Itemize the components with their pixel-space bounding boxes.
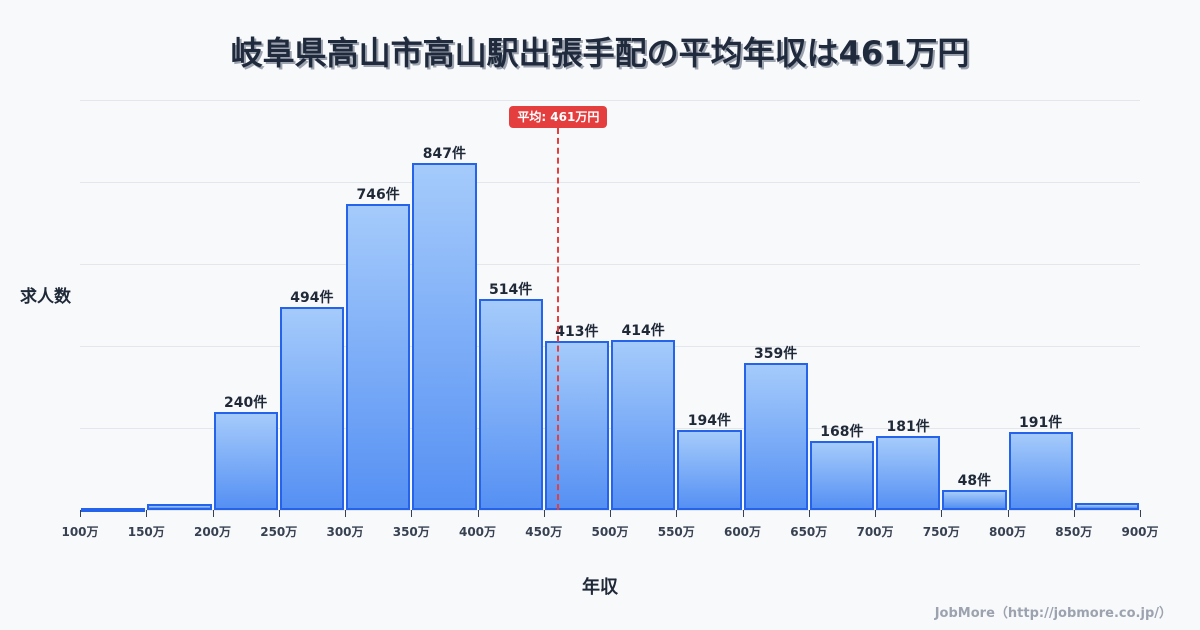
- histogram-bar: [876, 435, 941, 510]
- bar-value-label: 240件: [224, 394, 268, 411]
- x-tick-label: 100万: [61, 525, 99, 539]
- bar-value-label: 414件: [621, 323, 665, 340]
- x-tick-label: 250万: [260, 525, 298, 539]
- x-axis-label: 年収: [582, 577, 618, 598]
- x-tick-label: 500万: [591, 525, 629, 539]
- x-tick: [411, 510, 413, 517]
- x-tick-label: 600万: [723, 525, 762, 539]
- x-tick-label: 800万: [988, 525, 1027, 539]
- bar-value-label: 746件: [356, 187, 400, 204]
- histogram-bar: [279, 307, 344, 510]
- x-tick-label: 900万: [1121, 525, 1159, 539]
- bar-value-label: 168件: [820, 424, 864, 441]
- histogram-bar: [809, 441, 874, 510]
- bar-value-label: 48件: [957, 473, 992, 490]
- x-tick: [610, 510, 611, 517]
- histogram-bar: [611, 340, 676, 510]
- gridline: [80, 346, 1140, 347]
- histogram-bar: [1074, 503, 1139, 510]
- bar-value-label: 847件: [422, 145, 466, 162]
- bar-value-label: 514件: [489, 282, 533, 299]
- histogram-bar: [213, 411, 278, 510]
- histogram-bar: [147, 504, 212, 510]
- x-tick: [1140, 510, 1141, 517]
- histogram-bar: [743, 362, 808, 510]
- x-tick: [676, 510, 678, 517]
- x-tick: [808, 510, 810, 517]
- x-tick-label: 850万: [1055, 525, 1093, 539]
- x-tick-label: 300万: [326, 525, 364, 539]
- source-credit: JobMore（http://jobmore.co.jp/）: [934, 606, 1172, 621]
- gridline: [80, 100, 1140, 101]
- gridline: [80, 264, 1140, 265]
- x-tick-label: 200万: [193, 525, 232, 539]
- x-tick: [742, 510, 744, 517]
- x-tick: [345, 510, 346, 517]
- x-tick-label: 550万: [657, 525, 695, 539]
- histogram-bar: [81, 508, 146, 512]
- x-tick-label: 450万: [525, 525, 563, 539]
- x-tick-label: 400万: [458, 525, 497, 539]
- bar-value-label: 181件: [886, 418, 930, 435]
- x-tick: [278, 510, 280, 517]
- histogram-bar: [412, 162, 477, 510]
- x-tick-label: 650万: [790, 525, 828, 539]
- x-tick-label: 750万: [922, 525, 960, 539]
- histogram-bar: [544, 340, 609, 510]
- histogram-bar: [1008, 431, 1073, 510]
- chart-title: 岐阜県高山市高山駅出張手配の平均年収は461万円: [230, 34, 970, 72]
- bar-value-label: 191件: [1019, 414, 1063, 431]
- x-tick: [875, 510, 876, 517]
- x-tick-label: 150万: [127, 525, 165, 539]
- x-tick: [146, 510, 148, 517]
- histogram-bar: [677, 430, 742, 510]
- y-axis-label: 求人数: [20, 287, 71, 307]
- histogram-bar: [346, 204, 411, 510]
- histogram-bar: [942, 490, 1007, 510]
- bar-value-label: 413件: [555, 323, 599, 340]
- bar-value-label: 494件: [290, 290, 334, 307]
- x-tick-label: 350万: [392, 525, 430, 539]
- x-tick: [941, 510, 943, 517]
- x-tick: [1073, 510, 1075, 517]
- x-tick: [477, 510, 479, 517]
- x-tick-label: 700万: [856, 525, 894, 539]
- gridline: [80, 428, 1140, 429]
- histogram-bar: [478, 299, 543, 510]
- mean-line: [557, 128, 560, 510]
- x-tick: [1007, 510, 1009, 517]
- x-tick: [543, 510, 545, 517]
- gridline: [80, 182, 1140, 183]
- x-tick: [80, 510, 81, 517]
- mean-badge: 平均: 461万円: [509, 106, 608, 128]
- bar-value-label: 194件: [687, 413, 731, 430]
- x-tick: [212, 510, 214, 517]
- bar-value-label: 359件: [754, 345, 798, 362]
